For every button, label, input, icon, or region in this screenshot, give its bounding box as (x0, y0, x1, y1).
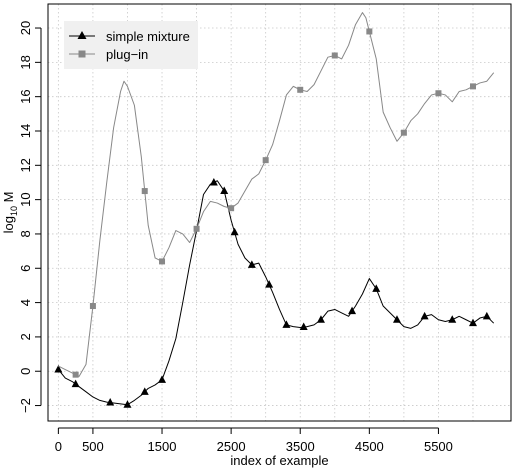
series-marker-0 (299, 322, 308, 331)
series-marker-0 (158, 375, 167, 383)
series-marker-1 (72, 371, 79, 378)
x-tick-label: 500 (82, 439, 104, 454)
x-axis-title: index of example (230, 453, 328, 468)
series-marker-0 (54, 365, 63, 373)
series-marker-0 (123, 400, 132, 408)
y-tick-label: 10 (18, 192, 33, 206)
legend-box (64, 21, 198, 69)
series-line-0 (57, 180, 495, 406)
series-marker-0 (230, 227, 239, 236)
y-tick-label: 0 (18, 368, 33, 375)
y-axis-title-sub: 10 (9, 206, 19, 216)
x-tick-label: 4500 (355, 439, 384, 454)
legend-marker-simple-mixture (77, 31, 87, 39)
series-marker-0 (448, 315, 457, 323)
y-axis: −2 0 2 4 6 8 10 12 14 16 18 20 (18, 21, 42, 413)
series-marker-0 (209, 177, 218, 186)
y-axis-title-tail: M (1, 192, 16, 206)
series-marker-1 (331, 52, 338, 59)
y-tick-label: 4 (18, 299, 33, 306)
y-tick-label: 8 (18, 230, 33, 237)
y-tick-label: 20 (18, 21, 33, 35)
plot-frame (47, 3, 512, 422)
legend-label-simple-mixture: simple mixture (106, 29, 190, 44)
y-tick-label: 2 (18, 333, 33, 340)
series-marker-1 (366, 28, 373, 35)
legend-marker-plug-in (78, 50, 86, 58)
series-marker-0 (140, 387, 149, 395)
y-tick-label: 18 (18, 55, 33, 69)
series-marker-1 (435, 90, 442, 97)
series-marker-0 (316, 315, 325, 323)
series-marker-0 (420, 311, 429, 320)
series-marker-0 (265, 280, 274, 288)
y-axis-title: log10 M (1, 192, 19, 234)
series-layer (54, 12, 495, 408)
x-tick-label: 1500 (148, 439, 177, 454)
y-tick-label: 16 (18, 89, 33, 103)
series-marker-1 (262, 157, 269, 164)
series-marker-0 (468, 318, 477, 327)
series-marker-0 (282, 320, 291, 328)
series-marker-0 (106, 398, 115, 406)
series-marker-1 (469, 83, 476, 90)
series-marker-0 (348, 306, 357, 315)
legend-label-plug-in: plug−in (106, 47, 148, 62)
series-marker-1 (141, 188, 148, 195)
series-marker-0 (482, 311, 491, 320)
series-marker-1 (400, 129, 407, 136)
x-tick-label: 3500 (286, 439, 315, 454)
x-tick-label: 0 (55, 439, 62, 454)
legend: simple mixture plug−in (64, 21, 198, 69)
series-marker-0 (220, 186, 229, 195)
series-marker-1 (228, 205, 235, 212)
series-marker-1 (89, 303, 96, 310)
x-tick-label: 5500 (424, 439, 453, 454)
series-marker-1 (193, 225, 200, 232)
series-marker-0 (71, 379, 80, 388)
series-marker-0 (392, 315, 401, 323)
x-axis: 0 500 1500 2500 3500 4500 5500 (55, 427, 453, 454)
series-marker-0 (247, 260, 256, 268)
x-tick-label: 2500 (217, 439, 246, 454)
series-marker-1 (297, 86, 304, 93)
y-axis-title-main: log (1, 216, 16, 233)
series-marker-0 (372, 284, 381, 292)
y-tick-label: 12 (18, 158, 33, 172)
series-marker-1 (159, 258, 166, 265)
y-tick-label: 6 (18, 265, 33, 272)
y-tick-label: 14 (18, 124, 33, 138)
series-line-1 (58, 12, 495, 377)
y-tick-label: −2 (18, 398, 33, 413)
